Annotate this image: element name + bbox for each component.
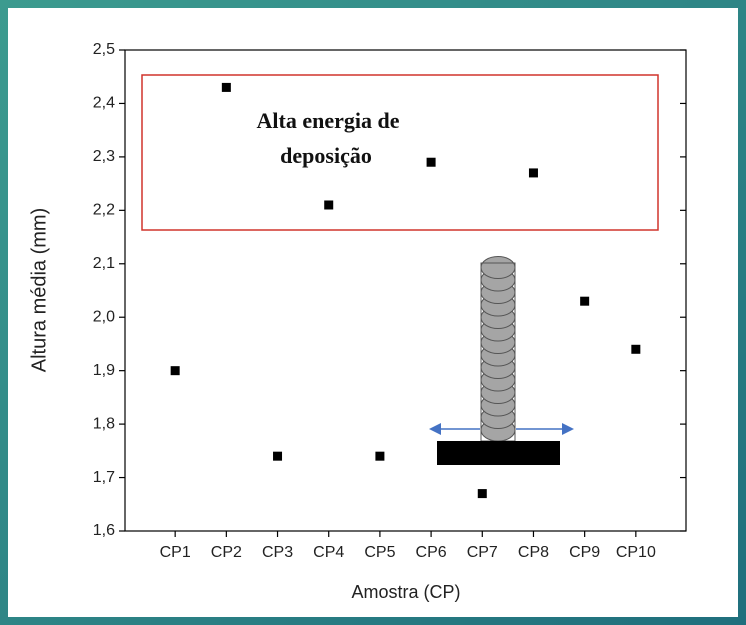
point [170,366,180,376]
x-tick-label: CP10 [616,544,656,561]
annotation-line: deposição [280,143,372,168]
y-tick-label: 2,2 [93,202,115,219]
y-tick-label: 1,6 [93,522,115,539]
x-tick-label: CP5 [364,544,395,561]
point [324,200,334,210]
annotation-line: Alta energia de [257,108,400,133]
plot-frame [124,49,687,532]
y-tick-label: 2,3 [93,148,115,165]
y-tick-label: 2,0 [93,308,115,325]
point [580,296,590,306]
y-axis-label: Altura média (mm) [28,208,50,372]
x-tick-label: CP9 [569,544,600,561]
x-tick-label: CP6 [416,544,447,561]
x-tick-label: CP3 [262,544,293,561]
point [426,157,436,167]
point [477,489,487,499]
panel [8,8,738,617]
weld-illustration [429,256,574,465]
x-tick-label: CP4 [313,544,344,561]
x-tick-label: CP8 [518,544,549,561]
point [631,344,641,354]
point [528,168,538,178]
y-tick-label: 2,4 [93,95,115,112]
point [221,82,231,92]
y-tick-label: 1,8 [93,415,115,432]
x-tick-label: CP7 [467,544,498,561]
x-axis-label: Amostra (CP) [351,582,460,602]
x-tick-label: CP2 [211,544,242,561]
y-tick-label: 1,9 [93,362,115,379]
point [273,451,283,461]
substrate [437,441,560,465]
point [375,451,385,461]
x-tick-label: CP1 [160,544,191,561]
bead [480,256,516,279]
y-tick-label: 2,5 [93,41,115,58]
y-tick-label: 2,1 [93,255,115,272]
bead-stack [480,256,516,442]
y-tick-label: 1,7 [93,469,115,486]
annotation-box [141,74,659,231]
